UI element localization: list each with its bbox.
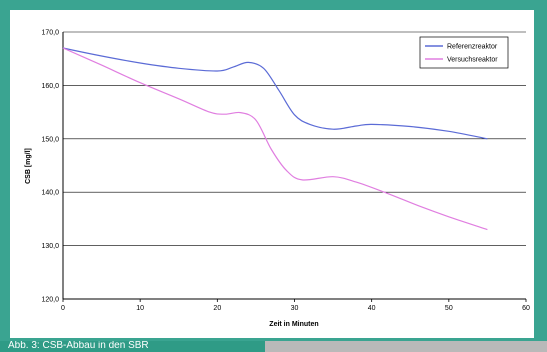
legend-label-versuchsreaktor: Versuchsreaktor [447,57,498,64]
line-chart: 120,0 130,0 140,0 150,0 160,0 170,0 0 10 20 30 40… [25,30,530,329]
y-tick-labels: 120,0 130,0 140,0 150,0 160,0 170,0 [41,30,59,304]
x-tick-labels: 0 10 20 30 40 50 60 [61,299,530,312]
x-tick-label: 0 [61,305,65,312]
gridlines [63,31,526,246]
y-tick-label: 170,0 [41,30,59,37]
legend-box [419,36,509,69]
series-lines [62,47,488,231]
legend: Referenzreaktor Versuchsreaktor [419,36,509,69]
y-tick-label: 140,0 [41,190,59,197]
series-line-versuchsreaktor [62,47,488,231]
series-line-referenzreaktor [62,47,488,140]
legend-label-referenzreaktor: Referenzreaktor [447,44,498,51]
y-tick-label: 150,0 [41,136,59,143]
y-tick-label: 130,0 [41,243,59,250]
y-axis-title: CSB [mg/l] [25,148,32,184]
x-tick-label: 40 [368,305,376,312]
y-tick-label: 120,0 [41,297,59,304]
x-tick-label: 20 [213,305,221,312]
footer-bar [265,341,547,352]
x-tick-label: 50 [445,305,453,312]
figure-caption: Abb. 3: CSB-Abbau in den SBR [8,341,149,351]
axes [62,32,526,300]
caption-strip: Abb. 3: CSB-Abbau in den SBR [0,341,265,352]
chart-panel: 120,0 130,0 140,0 150,0 160,0 170,0 0 10 20 30 40… [10,10,534,338]
x-tick-label: 30 [291,305,299,312]
y-tick-label: 160,0 [41,83,59,90]
x-tick-label: 10 [136,305,144,312]
x-axis-title: Zeit in Minuten [269,321,318,328]
x-tick-label: 60 [522,305,530,312]
